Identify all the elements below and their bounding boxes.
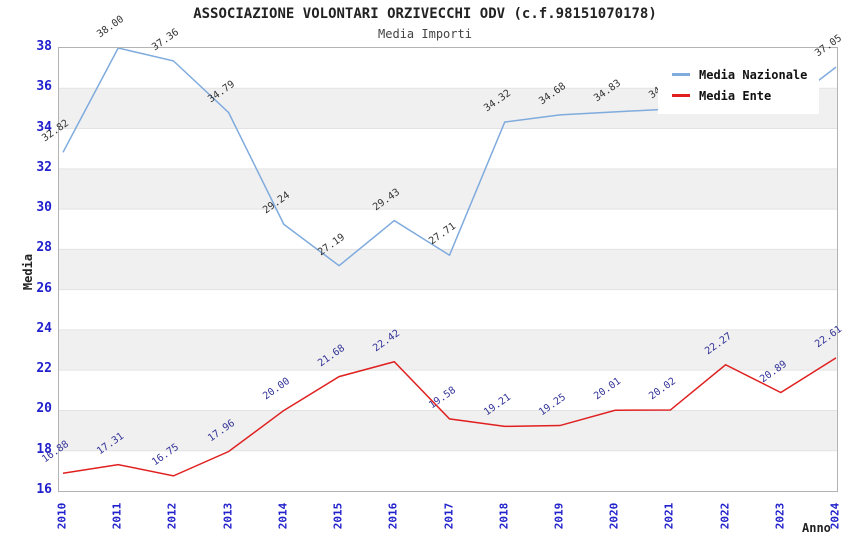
background-band — [59, 329, 837, 371]
chart-title: ASSOCIAZIONE VOLONTARI ORZIVECCHI ODV (c… — [193, 6, 657, 22]
y-tick-label: 38 — [36, 39, 52, 54]
y-tick-label: 18 — [36, 441, 52, 457]
x-tick-label: 2015 — [331, 502, 345, 530]
line-swatch-ente-icon — [672, 94, 690, 97]
x-tick-label: 2012 — [165, 502, 179, 530]
x-tick-label: 2019 — [552, 502, 566, 530]
background-band — [59, 249, 837, 290]
x-tick-label: 2014 — [276, 502, 290, 530]
x-tick-label: 2021 — [662, 502, 676, 530]
series-line-ente — [62, 357, 837, 477]
y-tick-label: 22 — [36, 361, 52, 377]
x-tick-label: 2017 — [442, 502, 455, 530]
legend-item-media-nazionale: Media Nazionale — [672, 64, 807, 85]
y-tick-label: 24 — [36, 320, 52, 336]
y-tick-label: 16 — [36, 482, 52, 497]
x-tick-label: 2023 — [773, 502, 787, 530]
y-tick-label: 28 — [36, 240, 52, 256]
legend-item-media-ente: Media Ente — [672, 85, 807, 106]
x-tick-label: 2010 — [55, 502, 69, 530]
y-tick-label: 32 — [36, 159, 52, 175]
x-tick-label: 2016 — [386, 502, 400, 530]
plot-svg — [59, 48, 837, 477]
y-tick-label: 20 — [36, 401, 52, 417]
legend-label: Media Nazionale — [699, 67, 808, 82]
legend-label: Media Ente — [699, 88, 772, 103]
x-tick-label: 2013 — [221, 502, 235, 530]
legend: Media Nazionale Media Ente — [658, 56, 820, 114]
x-tick-label: 2020 — [607, 502, 621, 530]
y-tick-label: 36 — [36, 79, 52, 95]
x-tick-label: 2018 — [497, 502, 511, 530]
y-tick-label: 30 — [36, 200, 52, 216]
background-band — [59, 168, 837, 210]
x-tick-label: 2011 — [110, 502, 124, 530]
x-axis-title: Anno — [802, 521, 831, 535]
chart-subtitle: Media Importi — [378, 27, 472, 41]
plot-area — [58, 47, 838, 492]
x-tick-label: 2022 — [718, 502, 732, 530]
y-tick-label: 34 — [36, 119, 52, 135]
y-tick-label: 26 — [36, 280, 52, 296]
line-swatch-nazionale-icon — [672, 73, 690, 76]
